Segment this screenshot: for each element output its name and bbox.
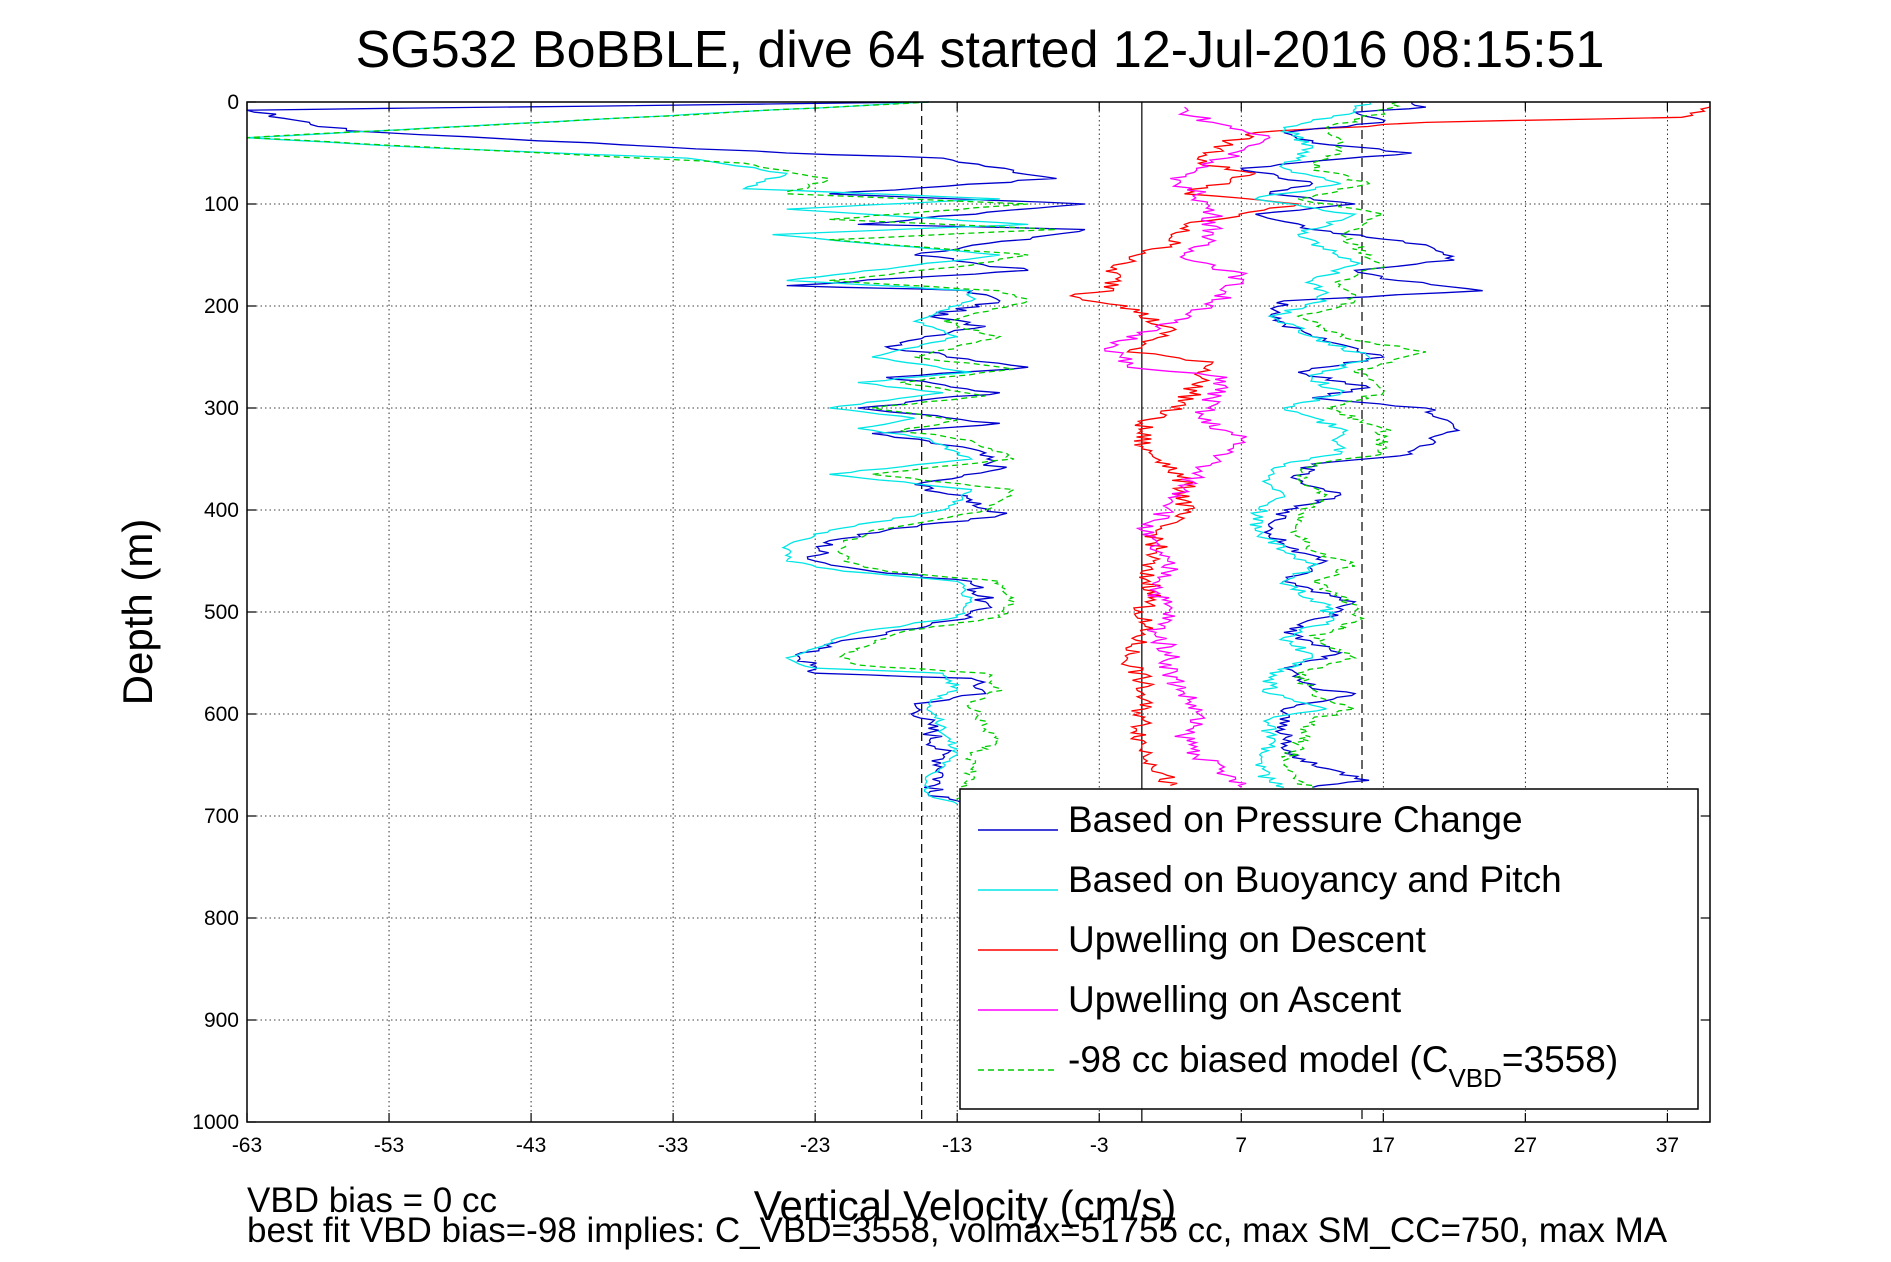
x-tick-label: 37 — [1656, 1134, 1679, 1157]
legend-label-upwelling-on-ascent: Upwelling on Ascent — [1068, 979, 1402, 1020]
y-tick-label: 0 — [227, 91, 239, 114]
y-tick-label: 300 — [204, 397, 239, 420]
y-tick-label: 200 — [204, 295, 239, 318]
legend-box — [959, 788, 1699, 1110]
x-tick-label: -23 — [800, 1134, 830, 1157]
series-layer — [246, 101, 1711, 807]
series-line-based-on-buoyancy-and-pitch — [246, 101, 1029, 805]
y-tick-label: 700 — [204, 805, 239, 828]
legend-label-rest: =3558) — [1502, 1039, 1618, 1080]
y-tick-label: 100 — [204, 193, 239, 216]
x-tick-label: -33 — [658, 1134, 688, 1157]
legend-label-based-on-buoyancy-and-pitch: Based on Buoyancy and Pitch — [1068, 859, 1562, 900]
x-axis-label: Vertical Velocity (cm/s) — [754, 1182, 1176, 1229]
series-line-upwelling-on-ascent — [1103, 106, 1271, 788]
best-fit-note: best fit VBD bias=-98 implies: C_VBD=355… — [247, 1211, 1668, 1250]
x-tick-label: -43 — [516, 1134, 546, 1157]
legend-subscript: VBD — [1448, 1063, 1501, 1093]
series-line-based-on-pressure-change — [246, 101, 1086, 807]
chart-title: SG532 BoBBLE, dive 64 started 12-Jul-201… — [356, 21, 1605, 79]
tick-layer: -63 -53 -43 -33 -23 -13 -3 7 17 27 37 0 100 200 300 400… — [192, 91, 1710, 1157]
y-axis-label: Depth (m) — [114, 519, 161, 706]
y-tick-label: 1000 — [192, 1111, 239, 1134]
legend-items: Based on Pressure Change Based on Buoyanc… — [978, 799, 1618, 1093]
x-tick-label: 7 — [1235, 1134, 1247, 1157]
series-branch-based-on-buoyancy-and-pitch — [1249, 101, 1372, 789]
series-branch-98-cc-biased-model-c-vbd-3558 — [1281, 101, 1427, 788]
x-tick-label: -63 — [232, 1134, 262, 1157]
legend-label-based-on-pressure-change: Based on Pressure Change — [1068, 799, 1523, 840]
y-tick-label: 800 — [204, 907, 239, 930]
x-tick-label: -53 — [374, 1134, 404, 1157]
y-tick-label: 400 — [204, 499, 239, 522]
x-tick-label: -3 — [1090, 1134, 1109, 1157]
y-tick-label: 600 — [204, 703, 239, 726]
vbd-bias-note: VBD bias = 0 cc — [247, 1181, 497, 1220]
legend-label-upwelling-on-descent: Upwelling on Descent — [1068, 919, 1427, 960]
y-tick-label: 900 — [204, 1009, 239, 1032]
y-tick-label: 500 — [204, 601, 239, 624]
x-tick-label: 27 — [1514, 1134, 1537, 1157]
x-tick-label: 17 — [1372, 1134, 1395, 1157]
legend: Based on Pressure Change Based on Buoyanc… — [959, 788, 1699, 1110]
series-branch-based-on-pressure-change — [1239, 101, 1483, 789]
series-line-98-cc-biased-model-c-vbd-3558 — [246, 101, 1057, 801]
x-tick-label: -13 — [942, 1134, 972, 1157]
